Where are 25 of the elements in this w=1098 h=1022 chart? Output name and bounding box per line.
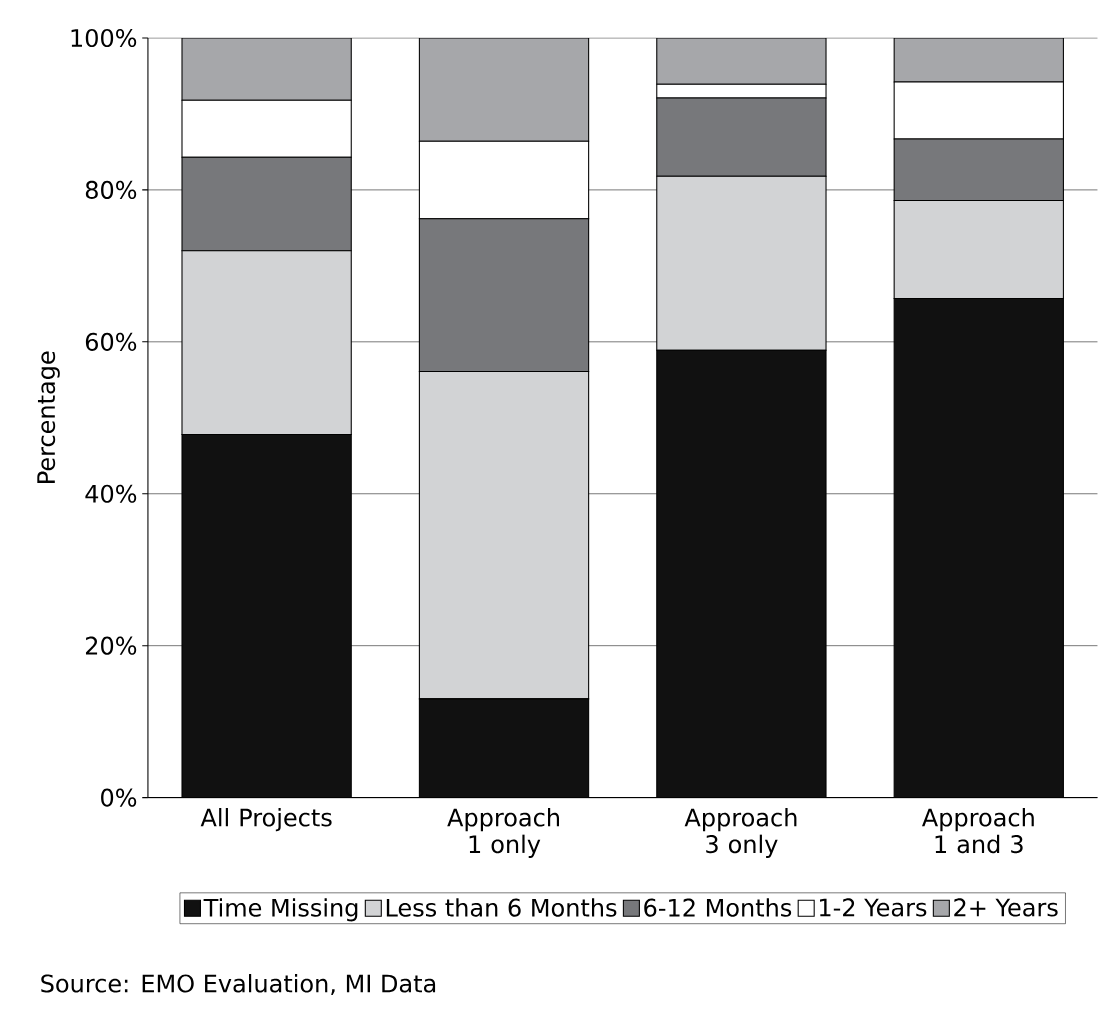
bar (181, 38, 352, 102)
bar (893, 38, 1064, 83)
x-tick-label: All Projects (200, 808, 332, 832)
legend-label: Time Missing (203, 898, 358, 922)
y-tick-label: 20% (85, 636, 137, 655)
source-note: Source: EMO Evaluation, MI Data (41, 974, 436, 996)
x-tick-label: Approach 1 and 3 (921, 808, 1034, 854)
x-tick-label: Approach 1 only (447, 808, 559, 859)
bar (656, 350, 827, 798)
x-tick-label: Approach 3 only (684, 808, 797, 859)
y-tick-label: 0% (101, 788, 137, 807)
legend-label: Less than 6 Months (386, 898, 617, 917)
legend-label: 1-2 Years (820, 898, 927, 917)
y-axis-title: Percentage (37, 351, 60, 484)
y-tick-label: 40% (85, 484, 137, 504)
y-tick-label: 80% (85, 181, 137, 200)
y-tick-label: 60% (85, 333, 137, 352)
bar (419, 699, 589, 798)
bar (656, 38, 827, 86)
legend-label: 2+ Years (954, 898, 1058, 917)
bar (182, 434, 352, 798)
y-tick-label: 100% (71, 29, 137, 48)
bar (893, 298, 1064, 798)
bar (418, 38, 590, 143)
legend-label: 6-12 Months (644, 898, 792, 917)
